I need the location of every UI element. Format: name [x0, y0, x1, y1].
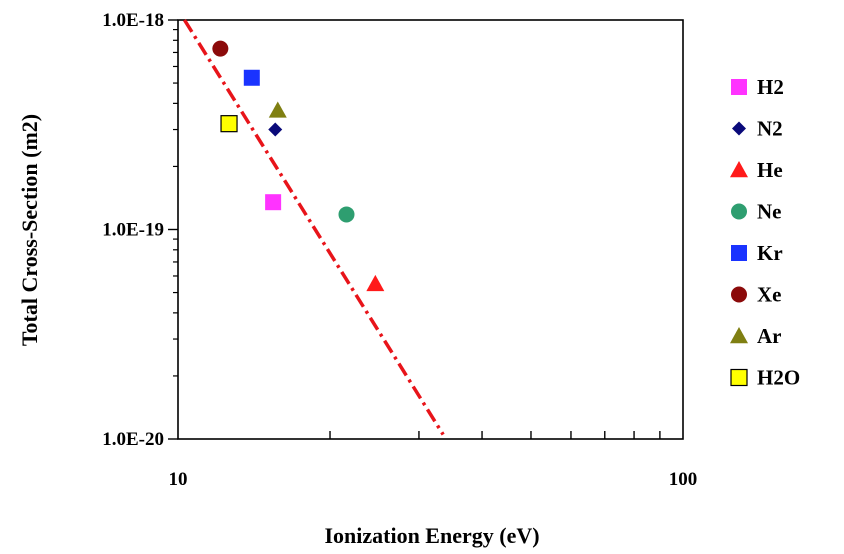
legend-marker-xe [731, 286, 747, 303]
legend-marker-he [730, 161, 748, 178]
legend-item-kr: Kr [731, 241, 783, 265]
legend-item-ne: Ne [731, 200, 782, 224]
legend-item-h2o: H2O [730, 366, 800, 390]
data-point-h2 [265, 194, 282, 211]
legend-label-h2: H2 [757, 75, 784, 99]
data-point-xe [212, 40, 229, 57]
legend-marker-ne [731, 203, 747, 220]
legend-marker-h2 [731, 79, 747, 95]
legend-label-kr: Kr [757, 241, 783, 265]
legend: H2 N2 He Ne Kr Xe Ar H2O [730, 75, 800, 390]
x-tick-label: 100 [669, 469, 698, 490]
data-point-h2o [220, 115, 238, 133]
fit-line [182, 19, 445, 436]
data-point-kr [243, 69, 260, 86]
y-tick-label: 1.0E-20 [102, 429, 164, 450]
legend-marker-ar [730, 327, 748, 344]
legend-label-ne: Ne [757, 200, 782, 224]
y-tick-label: 1.0E-18 [102, 10, 164, 31]
data-points-group [212, 40, 385, 292]
data-point-ar [268, 101, 287, 118]
legend-marker-h2o [730, 368, 748, 387]
legend-item-h2: H2 [731, 75, 784, 99]
legend-label-ar: Ar [757, 324, 782, 348]
plot-frame-group [168, 19, 684, 440]
legend-label-he: He [757, 158, 783, 182]
fit-line-group [182, 19, 445, 436]
legend-marker-n2 [732, 121, 746, 136]
legend-item-ar: Ar [730, 324, 782, 348]
y-tick-label: 1.0E-19 [102, 220, 164, 241]
legend-label-n2: N2 [757, 117, 783, 141]
y-axis-title: Total Cross-Section (m2) [17, 114, 42, 346]
legend-item-n2: N2 [732, 117, 783, 141]
data-point-he [366, 274, 385, 292]
legend-label-h2o: H2O [757, 366, 800, 390]
legend-marker-kr [731, 245, 747, 261]
data-point-n2 [268, 122, 283, 137]
x-axis-title: Ionization Energy (eV) [324, 523, 539, 548]
legend-item-he: He [730, 158, 783, 182]
x-tick-label: 10 [169, 469, 188, 490]
legend-label-xe: Xe [757, 283, 782, 307]
legend-item-xe: Xe [731, 283, 782, 307]
data-point-ne [338, 206, 355, 223]
